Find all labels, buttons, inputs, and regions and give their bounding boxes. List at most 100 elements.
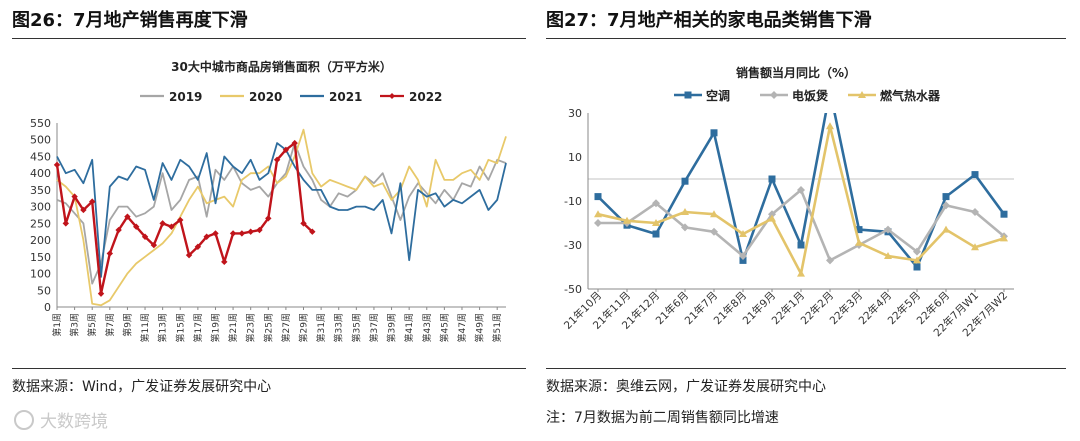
point-2022 <box>177 216 184 224</box>
point-2022 <box>185 251 193 259</box>
point-2022 <box>141 233 149 240</box>
point-空调 <box>710 129 718 137</box>
legend-marker-空调 <box>684 91 692 99</box>
point-燃气热水器 <box>739 230 747 237</box>
x-tick-label: 第11周 <box>139 313 151 342</box>
legend-label-2019: 2019 <box>169 90 202 104</box>
point-燃气热水器 <box>652 219 660 226</box>
x-tick-label: 第37周 <box>368 313 380 342</box>
x-tick-label: 第31周 <box>315 313 327 342</box>
point-燃气热水器 <box>1000 234 1008 242</box>
y-tick-label: -30 <box>564 239 582 252</box>
y-tick-label: 350 <box>30 184 51 197</box>
point-空调 <box>913 263 921 271</box>
right-title-rule <box>546 38 1066 39</box>
point-电饭煲 <box>971 208 979 216</box>
legend-marker-燃气热水器 <box>858 91 866 98</box>
point-2022 <box>106 250 114 257</box>
point-燃气热水器 <box>623 216 631 224</box>
point-电饭煲 <box>884 225 892 234</box>
point-2022 <box>247 228 254 235</box>
point-电饭煲 <box>768 210 776 219</box>
left-source: 数据来源：Wind，广发证券发展研究中心 <box>12 379 272 395</box>
legend-label-2021: 2021 <box>329 90 362 104</box>
legend-label-2022: 2022 <box>409 90 442 104</box>
y-tick-label: 550 <box>30 117 51 130</box>
x-tick-label: 第1周 <box>51 313 63 337</box>
point-空调 <box>971 171 979 179</box>
legend-label-燃气热水器: 燃气热水器 <box>880 88 941 103</box>
x-tick-label: 第9周 <box>121 313 133 337</box>
left-title-rule <box>12 38 526 39</box>
point-2022 <box>133 223 140 230</box>
point-2022 <box>212 230 219 237</box>
point-燃气热水器 <box>797 269 805 277</box>
x-tick-label: 第23周 <box>245 313 257 342</box>
x-tick-label: 第5周 <box>86 313 98 337</box>
x-tick-label: 第15周 <box>174 313 186 342</box>
legend-marker-电饭煲 <box>770 91 778 99</box>
y-tick-label: 100 <box>30 268 51 281</box>
x-tick-label: 第51周 <box>491 313 503 342</box>
series-line-2021 <box>56 142 507 278</box>
watermark-logo-icon <box>14 410 34 430</box>
point-2022 <box>53 161 61 169</box>
point-2022 <box>80 206 87 214</box>
y-tick-label: -10 <box>564 195 582 208</box>
y-tick-label: 10 <box>568 151 582 164</box>
left-chart: 30大中城市商品房销售面积（万平方米） 2019 2020 2021 2022 0 50 10… <box>30 59 507 342</box>
x-tick-label: 第41周 <box>403 313 415 342</box>
legend-marker-2022 <box>389 93 395 99</box>
point-空调 <box>594 193 602 201</box>
y-tick-label: 0 <box>44 301 51 314</box>
point-2022 <box>124 213 131 220</box>
x-tick-label: 第21周 <box>227 313 239 342</box>
point-2022 <box>300 220 307 227</box>
point-2022 <box>265 215 272 222</box>
point-燃气热水器 <box>681 208 689 215</box>
left-figure-title: 图26：7月地产销售再度下滑 <box>12 10 248 31</box>
point-2022 <box>168 223 175 230</box>
point-燃气热水器 <box>884 252 892 259</box>
legend-label-空调: 空调 <box>706 88 730 103</box>
x-tick-label: 第17周 <box>192 313 204 342</box>
x-tick-label: 第29周 <box>298 313 310 342</box>
point-电饭煲 <box>710 227 718 236</box>
x-tick-label: 第39周 <box>386 313 398 342</box>
legend-label-电饭煲: 电饭煲 <box>792 88 829 103</box>
point-2022 <box>309 228 316 235</box>
y-tick-label: 300 <box>30 201 51 214</box>
y-tick-label: 200 <box>30 234 51 247</box>
point-2022 <box>150 241 158 249</box>
point-燃气热水器 <box>971 243 979 251</box>
left-chart-title: 30大中城市商品房销售面积（万平方米） <box>171 59 392 74</box>
point-空调 <box>652 230 660 238</box>
watermark-text: 大数跨境 <box>40 412 108 432</box>
point-空调 <box>1000 210 1008 218</box>
x-tick-label: 第3周 <box>69 313 81 337</box>
point-电饭煲 <box>826 256 834 265</box>
watermark: 大数跨境 <box>14 407 108 432</box>
x-tick-label: 第25周 <box>262 313 274 342</box>
plot-area <box>594 113 1008 277</box>
point-2022 <box>115 226 122 234</box>
point-2022 <box>282 146 290 153</box>
point-电饭煲 <box>942 201 950 210</box>
point-电饭煲 <box>594 219 602 227</box>
point-燃气热水器 <box>768 214 776 222</box>
point-空调 <box>855 226 863 234</box>
point-燃气热水器 <box>594 210 602 218</box>
point-2022 <box>194 243 202 250</box>
point-空调 <box>681 177 689 185</box>
series-line-2019 <box>56 142 507 285</box>
x-tick-label: 第33周 <box>333 313 345 342</box>
point-空调 <box>739 256 747 264</box>
y-tick-label: 250 <box>30 217 51 230</box>
point-2022 <box>97 290 105 297</box>
right-note: 注：7月数据为前二周销售额同比增速 <box>546 410 779 426</box>
point-空调 <box>768 175 776 183</box>
left-source-rule <box>12 368 526 369</box>
point-空调 <box>942 193 950 201</box>
point-2022 <box>71 193 78 200</box>
point-2022 <box>62 220 70 227</box>
